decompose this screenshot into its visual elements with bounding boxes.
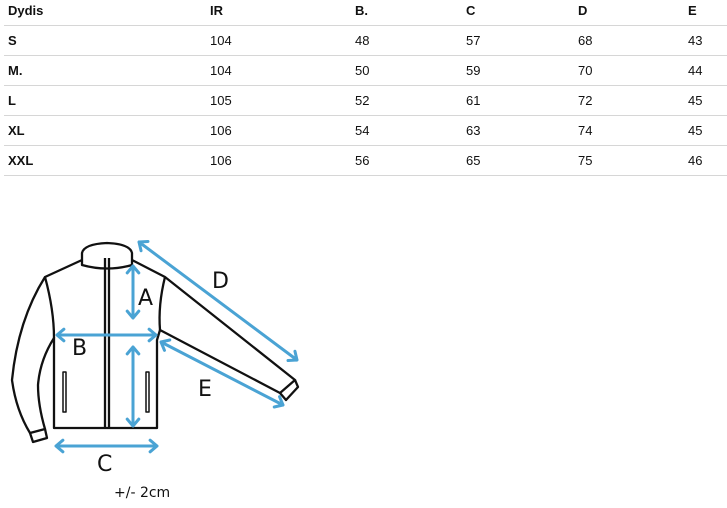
arrow-d xyxy=(137,239,299,363)
table-cell: 46 xyxy=(688,145,727,176)
table-cell: 57 xyxy=(466,25,578,56)
table-row: L 105 52 61 72 45 xyxy=(4,85,727,116)
table-row: S 104 48 57 68 43 xyxy=(4,25,727,56)
table-cell: 52 xyxy=(355,85,466,116)
label-b: B xyxy=(72,336,88,361)
tolerance-note: +/- 2cm xyxy=(114,485,171,501)
arrow-a-lower xyxy=(125,345,141,428)
table-cell: 105 xyxy=(210,85,355,116)
table-cell: 74 xyxy=(578,115,688,146)
table-cell: XL xyxy=(4,115,210,146)
table-cell: 48 xyxy=(355,25,466,56)
table-row: XXL 106 56 65 75 46 xyxy=(4,145,727,176)
table-cell: 72 xyxy=(578,85,688,116)
table-cell: 45 xyxy=(688,115,727,146)
label-c: C xyxy=(97,452,113,477)
table-cell: XXL xyxy=(4,145,210,176)
table-cell: 54 xyxy=(355,115,466,146)
table-cell: 50 xyxy=(355,55,466,86)
table-cell: 65 xyxy=(466,145,578,176)
table-cell: 70 xyxy=(578,55,688,86)
label-e: E xyxy=(198,377,212,402)
arrow-c xyxy=(54,438,159,454)
label-d: D xyxy=(212,269,229,294)
table-cell: M. xyxy=(4,55,210,86)
table-cell: 45 xyxy=(688,85,727,116)
table-cell: S xyxy=(4,25,210,56)
table-cell: 56 xyxy=(355,145,466,176)
table-header: Dydis IR B. C D E xyxy=(4,0,727,26)
header-cell: E xyxy=(688,0,727,26)
table-cell: 106 xyxy=(210,115,355,146)
table-cell: L xyxy=(4,85,210,116)
table-cell: 106 xyxy=(210,145,355,176)
arrow-a xyxy=(125,264,141,320)
arrow-b xyxy=(55,327,158,343)
table-cell: 104 xyxy=(210,55,355,86)
label-a: A xyxy=(138,286,154,311)
table-cell: 59 xyxy=(466,55,578,86)
table-cell: 63 xyxy=(466,115,578,146)
table-cell: 43 xyxy=(688,25,727,56)
header-cell: C xyxy=(466,0,578,26)
arrow-e xyxy=(159,338,285,409)
table-row: M. 104 50 59 70 44 xyxy=(4,55,727,86)
table-cell: 104 xyxy=(210,25,355,56)
table-cell: 68 xyxy=(578,25,688,56)
table-cell: 61 xyxy=(466,85,578,116)
header-cell: B. xyxy=(355,0,466,26)
jacket-outline xyxy=(10,241,300,444)
table-row: XL 106 54 63 74 45 xyxy=(4,115,727,146)
size-table: Dydis IR B. C D E S 104 48 57 68 43 M. 104 50 59 7… xyxy=(4,0,727,176)
header-cell: IR xyxy=(210,0,355,26)
table-cell: 75 xyxy=(578,145,688,176)
header-cell: D xyxy=(578,0,688,26)
table-cell: 44 xyxy=(688,55,727,86)
header-cell: Dydis xyxy=(4,0,210,26)
